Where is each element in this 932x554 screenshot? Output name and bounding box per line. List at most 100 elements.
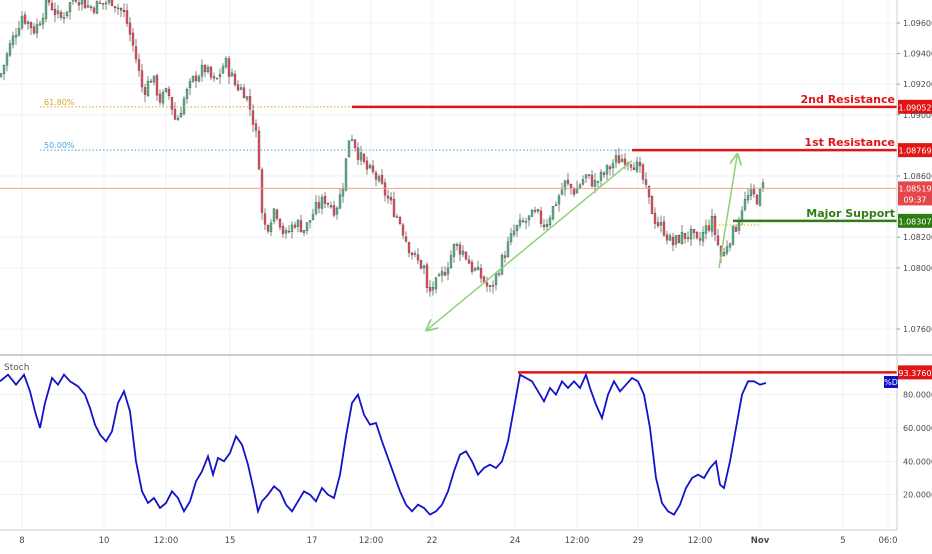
candle-body[interactable] [578, 184, 582, 189]
stochastic-line[interactable] [0, 372, 767, 516]
candle-body[interactable] [131, 32, 135, 46]
candle-body[interactable] [503, 255, 507, 258]
candle-body[interactable] [413, 253, 417, 255]
candle-body[interactable] [539, 210, 543, 224]
candle-body[interactable] [740, 210, 744, 220]
candle-body[interactable] [416, 254, 420, 261]
candle-body[interactable] [296, 220, 300, 227]
candle-body[interactable] [227, 58, 231, 77]
candle-body[interactable] [584, 174, 588, 179]
candle-body[interactable] [431, 286, 435, 291]
candle-body[interactable] [35, 24, 39, 34]
candle-body[interactable] [14, 34, 18, 38]
candle-body[interactable] [398, 217, 402, 224]
candle-body[interactable] [404, 236, 408, 242]
candle-body[interactable] [47, 0, 51, 3]
candle-body[interactable] [725, 246, 729, 254]
candle-body[interactable] [17, 28, 21, 36]
candle-body[interactable] [71, 0, 75, 2]
candle-body[interactable] [749, 188, 753, 197]
candle-body[interactable] [188, 80, 192, 89]
candle-body[interactable] [350, 139, 354, 141]
candle-body[interactable] [272, 208, 276, 222]
candle-body[interactable] [155, 75, 159, 96]
candle-body[interactable] [407, 242, 411, 253]
candle-body[interactable] [230, 72, 234, 77]
candle-body[interactable] [593, 180, 597, 187]
candle-body[interactable] [203, 64, 207, 73]
candle-body[interactable] [755, 194, 759, 205]
candle-body[interactable] [128, 22, 132, 35]
candle-body[interactable] [695, 231, 699, 239]
candle-body[interactable] [362, 153, 366, 162]
candle-body[interactable] [374, 172, 378, 180]
candle-body[interactable] [143, 87, 147, 95]
candle-body[interactable] [680, 232, 684, 244]
candle-body[interactable] [446, 267, 450, 275]
candle-body[interactable] [65, 11, 69, 17]
candle-body[interactable] [509, 233, 513, 243]
candle-body[interactable] [689, 228, 693, 240]
candle-body[interactable] [551, 206, 555, 220]
candle-body[interactable] [608, 166, 612, 170]
candle-body[interactable] [191, 76, 195, 82]
candle-body[interactable] [743, 199, 747, 210]
candle-body[interactable] [26, 21, 30, 25]
candle-body[interactable] [512, 230, 516, 235]
candle-body[interactable] [587, 174, 591, 176]
candle-body[interactable] [632, 167, 636, 171]
candle-body[interactable] [317, 202, 321, 209]
candle-body[interactable] [392, 199, 396, 217]
candle-body[interactable] [56, 10, 60, 14]
candle-body[interactable] [314, 202, 318, 214]
candle-body[interactable] [224, 58, 228, 68]
candle-body[interactable] [182, 98, 186, 114]
candle-body[interactable] [293, 224, 297, 228]
trend-arrow[interactable] [428, 160, 633, 329]
candle-body[interactable] [98, 2, 102, 4]
candle-body[interactable] [179, 112, 183, 118]
candle-body[interactable] [239, 87, 243, 90]
candle-body[interactable] [146, 80, 150, 96]
candle-body[interactable] [344, 158, 348, 191]
candle-body[interactable] [23, 14, 27, 24]
candle-body[interactable] [134, 46, 138, 60]
candle-body[interactable] [215, 77, 219, 80]
candle-body[interactable] [164, 88, 168, 93]
candle-body[interactable] [335, 207, 339, 215]
candle-body[interactable] [716, 235, 720, 246]
candle-body[interactable] [260, 169, 264, 213]
candle-body[interactable] [365, 160, 369, 170]
candle-body[interactable] [419, 260, 423, 269]
candle-body[interactable] [281, 226, 285, 234]
candle-body[interactable] [326, 202, 330, 205]
candle-body[interactable] [395, 216, 399, 218]
candle-body[interactable] [338, 194, 342, 209]
candle-body[interactable] [701, 232, 705, 242]
candle-body[interactable] [242, 87, 246, 99]
candle-body[interactable] [53, 8, 57, 15]
candle-body[interactable] [686, 237, 690, 239]
candle-body[interactable] [341, 188, 345, 197]
candle-body[interactable] [671, 237, 675, 246]
candle-body[interactable] [263, 213, 267, 225]
candle-body[interactable] [101, 2, 105, 5]
candle-body[interactable] [41, 17, 45, 25]
candle-body[interactable] [386, 195, 390, 199]
candle-body[interactable] [518, 219, 522, 226]
candle-body[interactable] [359, 152, 363, 161]
candle-body[interactable] [506, 241, 510, 257]
candle-body[interactable] [605, 165, 609, 175]
candle-body[interactable] [158, 93, 162, 103]
candle-body[interactable] [368, 165, 372, 169]
candle-body[interactable] [548, 217, 552, 226]
candle-body[interactable] [347, 140, 351, 158]
candle-body[interactable] [20, 16, 24, 29]
candle-body[interactable] [467, 259, 471, 264]
price-panel[interactable]: 61.80% 50.00% 2nd Resistance 1st Resistance… [0, 0, 897, 329]
candle-body[interactable] [668, 235, 672, 241]
candle-body[interactable] [731, 225, 735, 245]
candle-body[interactable] [572, 188, 576, 195]
candle-body[interactable] [269, 222, 273, 233]
candle-body[interactable] [545, 224, 549, 227]
